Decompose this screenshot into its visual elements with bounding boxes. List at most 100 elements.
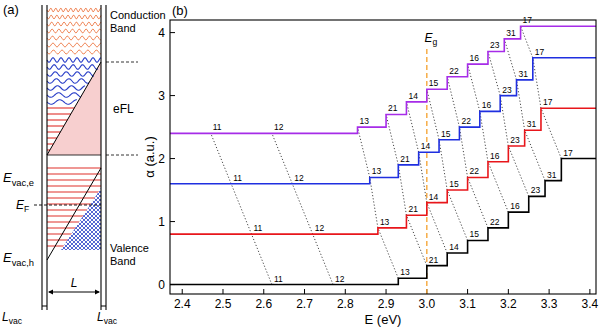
well-wall [46, 5, 47, 310]
transition-label: 13 [380, 217, 390, 227]
x-tick-label: 2.4 [174, 297, 191, 311]
hatch-line [68, 180, 148, 260]
valence-level [47, 173, 101, 174]
transition-label: 11 [233, 173, 242, 183]
fermi-line [34, 205, 101, 206]
transition-line [504, 39, 545, 181]
hatch-line [0, 180, 40, 260]
transition-label: 22 [449, 66, 459, 76]
vacuum-length-label-sub: vac [104, 316, 118, 326]
vacuum-e-label: Evac,e [3, 170, 34, 188]
continuum-state [47, 43, 101, 47]
vacuum-length-arrow [101, 306, 106, 307]
hatch-line [72, 180, 152, 260]
bound-level [47, 107, 74, 108]
transition-label: 15 [470, 229, 480, 239]
panel-b: (b)2.42.52.62.72.82.93.03.13.23.33.40123… [142, 3, 599, 327]
hatch-line [80, 180, 160, 260]
x-tick-label: 3.1 [459, 297, 476, 311]
transition-label: 16 [482, 100, 492, 110]
hatch-line [68, 180, 148, 260]
hatch [0, 180, 188, 260]
transition-label: 15 [441, 129, 451, 139]
transition-line [272, 133, 333, 284]
hatch-line [0, 180, 72, 260]
transition-line [386, 114, 427, 265]
hatch-line [0, 180, 52, 260]
valence-level [47, 167, 101, 168]
transition-label: 23 [510, 135, 520, 145]
vacuum-e-label-main: E [3, 170, 12, 185]
transition-label: 31 [547, 170, 557, 180]
hatch-line [0, 180, 56, 260]
confined-state [47, 65, 98, 70]
bound-level [47, 113, 71, 114]
vacuum-h-label-sub: vac,h [12, 257, 34, 268]
vacuum-length-label-main: L [2, 310, 9, 324]
transition-label: 17 [563, 148, 573, 158]
panel-label: (b) [172, 3, 188, 18]
panel-label: (a) [3, 2, 19, 17]
x-tick-label: 3.0 [418, 297, 435, 311]
efl-marker [106, 62, 138, 63]
fermi-label: EF [16, 198, 29, 214]
transition-label: 13 [360, 116, 370, 126]
panel-a: (a)eFLConductionBandEFEvac,eEvac,hValenc… [0, 2, 188, 326]
bound-level [47, 125, 64, 126]
hatch-line [84, 180, 164, 260]
transition-label: 17 [535, 47, 545, 57]
y-axis-title: α (a.u.) [142, 136, 157, 177]
transition-label: 12 [315, 223, 325, 233]
hatch-line [108, 180, 188, 260]
hatch-line [0, 180, 48, 260]
x-tick-label: 2.7 [296, 297, 313, 311]
vacuum-e-label-sub: vac,e [12, 177, 34, 188]
x-tick-label: 2.6 [255, 297, 272, 311]
transition-label: 23 [490, 40, 500, 50]
arrow-head [95, 290, 100, 295]
hatch-line [104, 180, 184, 260]
x-tick-label: 2.5 [215, 297, 232, 311]
transition-label: 21 [429, 255, 439, 265]
transition-label: 11 [213, 122, 222, 132]
conduction-band-label: ConductionBand [110, 9, 166, 34]
y-tick-label: 2 [158, 152, 165, 166]
transition-line [211, 133, 272, 284]
transition-label: 16 [470, 53, 480, 63]
confined-state [47, 93, 81, 98]
x-tick [304, 289, 305, 294]
length-label: L [71, 276, 78, 290]
transition-label: 14 [421, 141, 431, 151]
well-wall [100, 5, 101, 310]
transition-label: 11 [274, 274, 283, 284]
transition-label: 12 [294, 173, 304, 183]
hatch-line [92, 180, 172, 260]
hatch-line [92, 180, 172, 260]
hatch-line [76, 180, 156, 260]
x-tick [589, 289, 590, 294]
transition-line [427, 89, 468, 240]
transition-label: 12 [274, 122, 284, 132]
transition-label: 16 [510, 201, 520, 211]
y-tick [170, 95, 175, 96]
annotation-label-sub: g [432, 37, 437, 47]
y-tick [170, 221, 175, 222]
hatch-line [100, 180, 180, 260]
hatch-line [76, 180, 156, 260]
transition-label: 14 [408, 91, 418, 101]
y-tick-label: 0 [158, 278, 165, 292]
plot-frame [170, 20, 596, 294]
vacuum-length-label: Lvac [2, 310, 23, 326]
confined-state [47, 72, 94, 77]
transition-label: 22 [490, 217, 500, 227]
x-axis-title: E (eV) [365, 312, 402, 327]
y-tick [170, 158, 175, 159]
x-tick-label: 3.3 [541, 297, 558, 311]
x-tick [222, 289, 223, 294]
transition-label: 21 [400, 154, 410, 164]
label-line: Band [110, 255, 136, 267]
figure: (a)eFLConductionBandEFEvac,eEvac,hValenc… [0, 0, 603, 333]
transition-label: 15 [429, 78, 439, 88]
transition-label: 22 [470, 166, 480, 176]
transition-label: 22 [461, 116, 471, 126]
